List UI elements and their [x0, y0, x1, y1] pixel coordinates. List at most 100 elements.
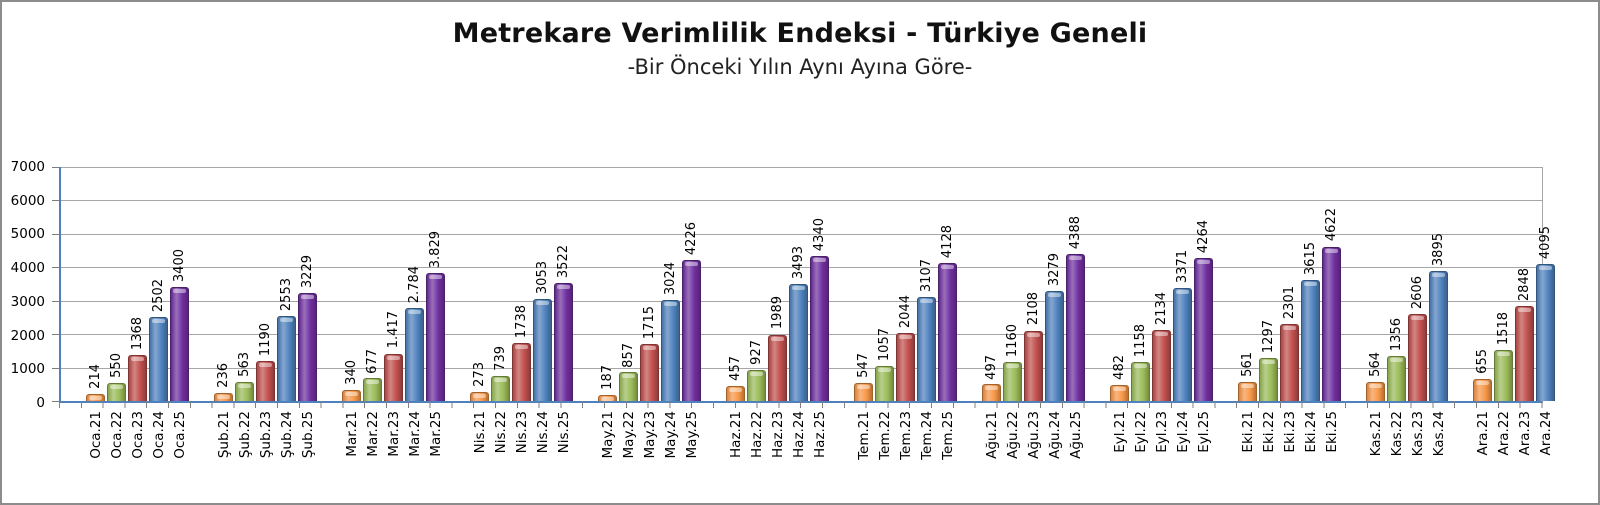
x-axis-label: Mar.22: [364, 411, 381, 457]
bar: [149, 317, 168, 401]
bar-bevel-highlight: [515, 344, 528, 349]
bar-bevel-highlight: [685, 261, 698, 266]
bar-slot: 236 Şub.21: [213, 167, 234, 458]
bar: [938, 263, 957, 401]
bar-value-label: 4388: [1067, 216, 1083, 250]
bar-value-label: 4264: [1195, 220, 1211, 254]
bar-bevel-highlight: [1027, 332, 1040, 337]
bar-bevel-highlight: [1518, 307, 1531, 312]
bar-bevel-highlight: [1134, 364, 1147, 369]
bar-value-label: 927: [748, 340, 764, 366]
bar-bevel-highlight: [110, 384, 123, 389]
bar-group-Şub: 236 Şub.21 563 Şub.22 1190 Şub.23 2553 Şub.24 32…: [213, 167, 318, 458]
bar-slot: 927 Haz.22: [746, 167, 767, 458]
bar-value-label: 4622: [1323, 208, 1339, 242]
bar-slot: 4388 Ağu.25: [1065, 167, 1086, 459]
bar: [682, 259, 701, 401]
bar-bevel-highlight: [280, 317, 293, 322]
y-axis-tick-label: 6000: [10, 192, 45, 209]
x-axis-label: Haz.22: [748, 411, 765, 458]
x-axis-label: Oca.24: [150, 411, 167, 459]
bar-value-label: 273: [471, 362, 487, 387]
bar-slot: 3493 Haz.24: [788, 167, 809, 458]
bar-bevel-highlight: [1539, 266, 1552, 271]
bar-value-label: 4340: [811, 217, 827, 251]
bar-bevel-highlight: [1283, 326, 1296, 331]
x-axis-label: Ara.23: [1516, 411, 1533, 456]
y-axis-tickmark: [52, 233, 59, 235]
x-axis-label: Tem.22: [876, 411, 893, 460]
x-axis-label: Mar.23: [385, 411, 402, 457]
bar-value-label: 3400: [171, 249, 187, 283]
bar-bevel-highlight: [771, 336, 784, 341]
bar-group-May: 187 May.21 857 May.22 1715 May.23 3024 May.24 42…: [597, 167, 702, 458]
bar: [1429, 270, 1448, 401]
y-axis-labels: 0 1000 2000 3000 4000 5000 6000 7000: [2, 159, 52, 411]
x-axis-label: Eki.21: [1239, 411, 1256, 453]
bar-value-label: 677: [364, 348, 380, 374]
y-axis-tick-label: 1000: [10, 361, 45, 378]
gridline: [61, 200, 1542, 202]
bar-bevel-highlight: [643, 345, 656, 350]
y-axis-tickmark: [52, 167, 59, 168]
x-axis-label: May.23: [641, 411, 658, 459]
bar-slot: 3229 Şub.25: [297, 167, 318, 458]
bars-area: 214 Oca.21 550 Oca.22 1368 Oca.23 2502 Oca.24 34…: [61, 167, 1555, 460]
bar-slot: 457 Haz.21: [725, 167, 746, 458]
bar-slot: 3279 Ağu.24: [1044, 167, 1065, 459]
plot-area: 214 Oca.21 550 Oca.22 1368 Oca.23 2502 Oca.24 34…: [52, 167, 1555, 460]
bar-bevel-highlight: [387, 355, 400, 360]
bar-bevel-highlight: [941, 265, 954, 270]
x-axis-label: May.22: [620, 411, 637, 459]
bar-slot: 2044 Tem.23: [895, 167, 916, 460]
bar-group-Eki: 561 Eki.21 1297 Eki.22 2301 Eki.23 3615 Eki.24 4…: [1237, 167, 1342, 453]
bar-bevel-highlight: [1497, 352, 1510, 357]
bar: [1408, 313, 1427, 401]
bar-bevel-highlight: [622, 374, 635, 379]
y-axis-tickmark: [52, 401, 59, 402]
bar-value-label: 457: [727, 355, 743, 381]
bar: [1194, 258, 1213, 401]
bar-value-label: 1989: [769, 296, 785, 330]
bar-slot: 739 Nis.22: [490, 167, 511, 453]
bar-slot: 3107 Tem.24: [916, 167, 937, 460]
bar-value-label: 3053: [534, 260, 550, 294]
bar-group-Nis: 273 Nis.21 739 Nis.22 1738 Nis.23 3053 Nis.24 35…: [469, 167, 574, 453]
bar-bevel-highlight: [429, 275, 442, 280]
y-axis-tick-label: 7000: [10, 159, 45, 175]
bar-value-label: 1.417: [385, 311, 401, 349]
x-axis-label: Eyl.25: [1195, 411, 1212, 453]
bar-slot: 3.829 Mar.25: [425, 167, 446, 457]
bar-bevel-highlight: [813, 257, 826, 262]
bar-slot: 1518 Ara.22: [1493, 167, 1514, 456]
bar-bevel-highlight: [173, 289, 186, 294]
y-axis-tick-label: 4000: [10, 260, 45, 277]
x-axis-label: Nis.24: [534, 411, 551, 454]
bar: [598, 394, 617, 401]
bar-value-label: 1190: [257, 323, 273, 357]
bar-slot: 497 Ağu.21: [981, 167, 1002, 459]
bar-slot: 1190 Şub.23: [255, 167, 276, 458]
x-axis-label: Ağu.21: [983, 411, 1000, 459]
bar-value-label: 3.829: [427, 230, 443, 269]
bar-value-label: 4128: [939, 224, 955, 259]
bar-bevel-highlight: [408, 309, 421, 314]
bar-bevel-highlight: [1113, 386, 1126, 391]
bar: [1110, 384, 1129, 401]
bar: [1494, 350, 1513, 401]
bar-value-label: 1297: [1260, 319, 1276, 353]
bar: [1238, 382, 1257, 401]
bar-slot: 1356 Kas.22: [1386, 167, 1407, 456]
x-axis-label: Eki.25: [1323, 411, 1340, 453]
chart-title: Metrekare Verimlilik Endeksi - Türkiye G…: [452, 18, 1148, 49]
gridline: [61, 233, 1542, 235]
bar-slot: 857 May.22: [618, 167, 639, 458]
bar: [726, 385, 745, 401]
bar-value-label: 4226: [683, 221, 699, 255]
bar-slot: 3371 Eyl.24: [1172, 167, 1193, 453]
bar-bevel-highlight: [536, 300, 549, 305]
bar-bevel-highlight: [1390, 357, 1403, 362]
y-axis-tickmark: [52, 334, 59, 336]
bar: [982, 384, 1001, 401]
x-axis-label: Eki.23: [1281, 411, 1298, 453]
